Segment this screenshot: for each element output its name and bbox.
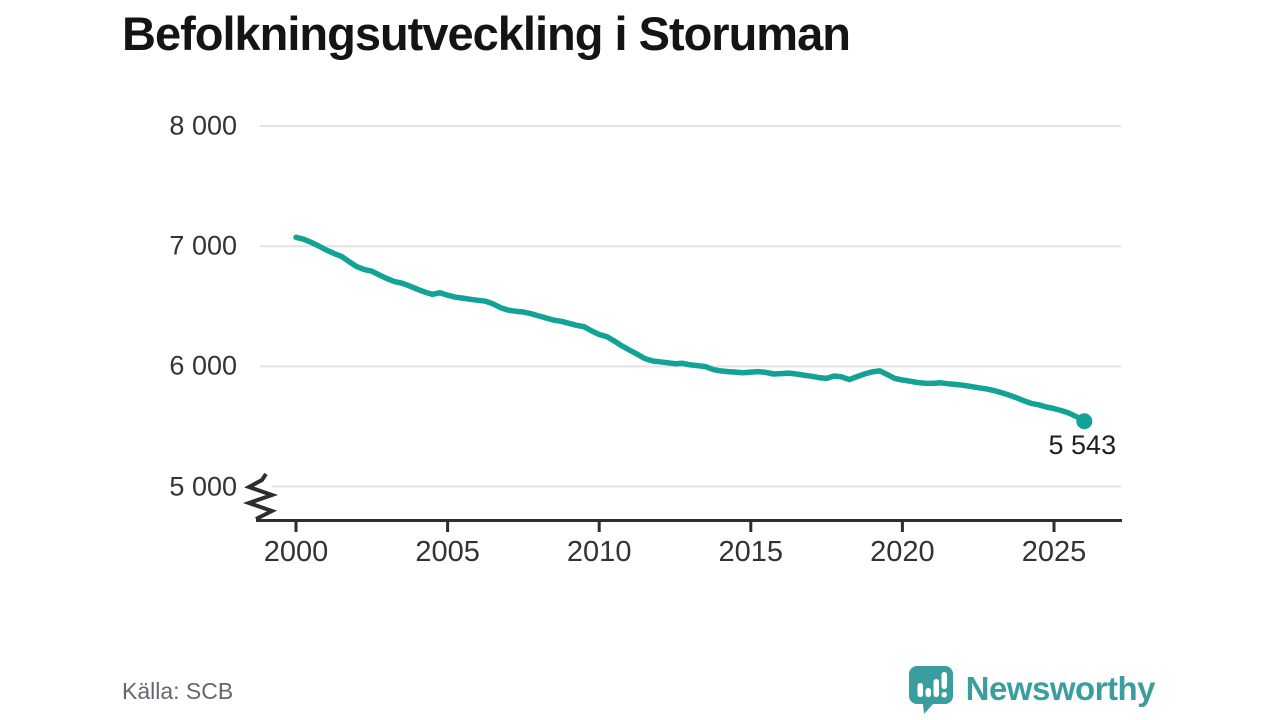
y-tick-label-6000: 6 000 (169, 350, 237, 381)
y-tick-label-7000: 7 000 (169, 230, 237, 261)
x-tick-label-2015: 2015 (718, 536, 784, 568)
newsworthy-logo: Newsworthy (907, 664, 1156, 714)
chart-title: Befolkningsutveckling i Storuman (122, 7, 851, 60)
endpoint-dot (1076, 413, 1093, 430)
x-tick-label-2025: 2025 (1021, 536, 1087, 568)
population-line (293, 234, 1088, 425)
y-tick-label-8000: 8 000 (169, 110, 237, 141)
x-tick-label-2020: 2020 (870, 536, 935, 568)
axis-break-zigzag (242, 472, 279, 521)
source-note: Källa: SCB (122, 678, 234, 704)
x-tick-label-2005: 2005 (415, 536, 480, 568)
x-tick-label-2010: 2010 (566, 536, 632, 568)
newsworthy-speech-bubble-bars-icon (908, 666, 953, 714)
x-tick-label-2000: 2000 (263, 536, 329, 568)
y-tick-label-5000: 5 000 (169, 471, 237, 501)
endpoint-value-label: 5 543 (1048, 430, 1117, 461)
newsworthy-wordmark: Newsworthy (965, 670, 1156, 707)
